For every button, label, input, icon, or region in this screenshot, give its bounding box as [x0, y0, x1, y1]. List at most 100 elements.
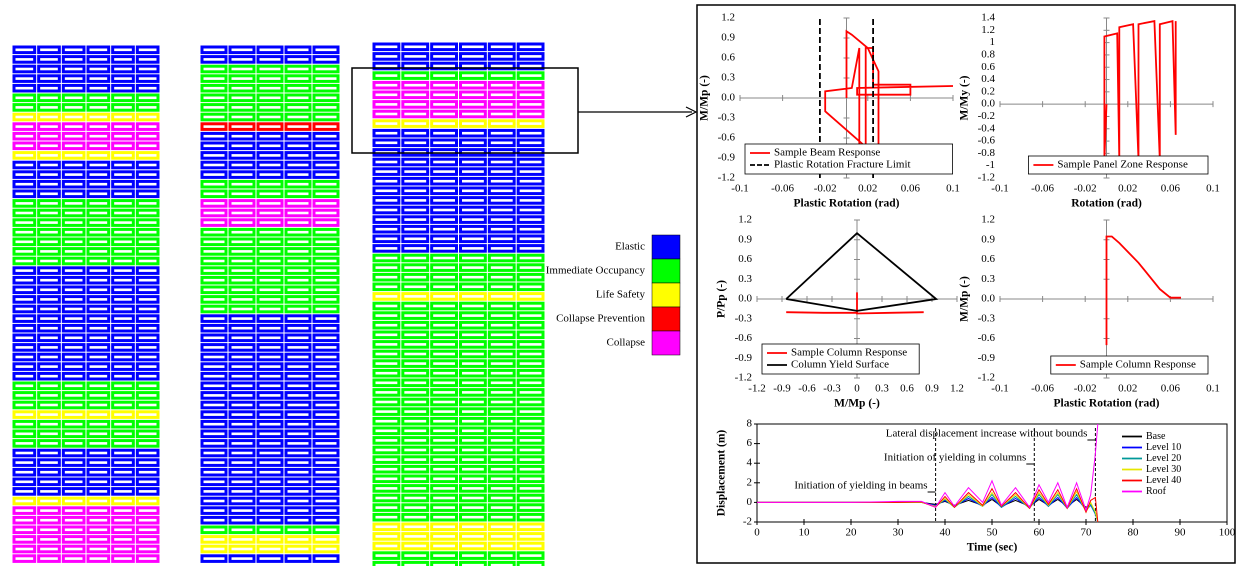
- frame-cell: [14, 345, 35, 351]
- frame-cell: [63, 133, 84, 139]
- frame-cell: [113, 354, 134, 360]
- frame-cell: [63, 220, 84, 226]
- x-tick-label: 0.9: [925, 383, 939, 395]
- frame-cell: [113, 95, 134, 101]
- frame-cell: [14, 287, 35, 293]
- frame-cell: [518, 409, 543, 415]
- frame-cell: [489, 102, 514, 108]
- frame-cell: [432, 332, 457, 338]
- y-tick-label: -0.6: [735, 332, 753, 344]
- frame-cell: [137, 527, 158, 533]
- y-tick-label: 0.3: [721, 72, 735, 84]
- frame-cell: [489, 265, 514, 271]
- frame-cell: [286, 306, 310, 312]
- frame-cell: [137, 498, 158, 504]
- frame-cell: [518, 303, 543, 309]
- frame-cell: [137, 354, 158, 360]
- frame-cell: [286, 383, 310, 389]
- frame-cell: [314, 76, 338, 82]
- frame-cell: [202, 489, 226, 495]
- frame-cell: [489, 466, 514, 472]
- frame-cell: [286, 489, 310, 495]
- frame-cell: [432, 457, 457, 463]
- frame-cell: [286, 364, 310, 370]
- frame-cell: [461, 236, 486, 242]
- frame-cell: [314, 287, 338, 293]
- frame-cell: [314, 210, 338, 216]
- frame-cell: [14, 162, 35, 168]
- frame-cell: [489, 140, 514, 146]
- frame-cell: [461, 380, 486, 386]
- frame-cell: [432, 226, 457, 232]
- frame-cell: [230, 335, 254, 341]
- frame-cell: [14, 325, 35, 331]
- frame-cell: [113, 201, 134, 207]
- frame-cell: [286, 268, 310, 274]
- frame-cell: [314, 297, 338, 303]
- frame-cell: [202, 421, 226, 427]
- frame-cell: [39, 556, 60, 562]
- frame-cell: [88, 402, 109, 408]
- frame-cell: [230, 210, 254, 216]
- frame-cell: [432, 236, 457, 242]
- frame-cell: [113, 162, 134, 168]
- frame-cell: [202, 201, 226, 207]
- frame-cell: [39, 210, 60, 216]
- frame-cell: [202, 364, 226, 370]
- frame-cell: [230, 460, 254, 466]
- frame-cell: [286, 143, 310, 149]
- x-tick-label: 0.3: [875, 383, 889, 395]
- frame-cell: [88, 517, 109, 523]
- frame-cell: [403, 486, 428, 492]
- frame-cell: [432, 169, 457, 175]
- frame-cell: [137, 181, 158, 187]
- frame-cell: [489, 313, 514, 319]
- y-tick-label: 8: [747, 418, 753, 430]
- frame-cell: [14, 229, 35, 235]
- frame-cell: [230, 57, 254, 63]
- frame-cell: [258, 162, 282, 168]
- frame-cell: [374, 44, 399, 50]
- legend-label: Collapse: [607, 337, 646, 349]
- y-axis-label: P/Pp (-): [716, 280, 728, 318]
- frame-cell: [432, 313, 457, 319]
- frame-cell: [230, 287, 254, 293]
- frame-cell: [518, 82, 543, 88]
- frame-cell: [461, 54, 486, 60]
- frame-cell: [113, 421, 134, 427]
- frame-cell: [286, 76, 310, 82]
- frame-cell: [230, 450, 254, 456]
- frame-cell: [63, 498, 84, 504]
- x-tick-label: -0.02: [1074, 183, 1097, 195]
- frame-cell: [39, 268, 60, 274]
- frame-cell: [432, 342, 457, 348]
- frame-cell: [202, 335, 226, 341]
- frame-cell: [286, 373, 310, 379]
- frame-cell: [518, 418, 543, 424]
- frame-cell: [518, 543, 543, 549]
- frame-cell: [432, 121, 457, 127]
- frame-cell: [286, 229, 310, 235]
- frame-cell: [314, 431, 338, 437]
- frame-cell: [258, 57, 282, 63]
- frame-cell: [489, 553, 514, 559]
- frame-cell: [202, 354, 226, 360]
- frame-cell: [137, 191, 158, 197]
- frame-cell: [403, 351, 428, 357]
- frame-cell: [230, 421, 254, 427]
- frame-cell: [230, 489, 254, 495]
- frame-cell: [137, 249, 158, 255]
- frame-cell: [14, 306, 35, 312]
- frame-cell: [461, 130, 486, 136]
- frame-cell: [63, 172, 84, 178]
- frame-cell: [39, 469, 60, 475]
- frame-cell: [137, 335, 158, 341]
- frame-cell: [39, 287, 60, 293]
- frame-cell: [137, 517, 158, 523]
- frame-cell: [258, 249, 282, 255]
- frame-cell: [489, 370, 514, 376]
- frame-cell: [314, 345, 338, 351]
- frame-cell: [403, 322, 428, 328]
- frame-cell: [403, 370, 428, 376]
- y-tick-label: 0.2: [981, 85, 995, 97]
